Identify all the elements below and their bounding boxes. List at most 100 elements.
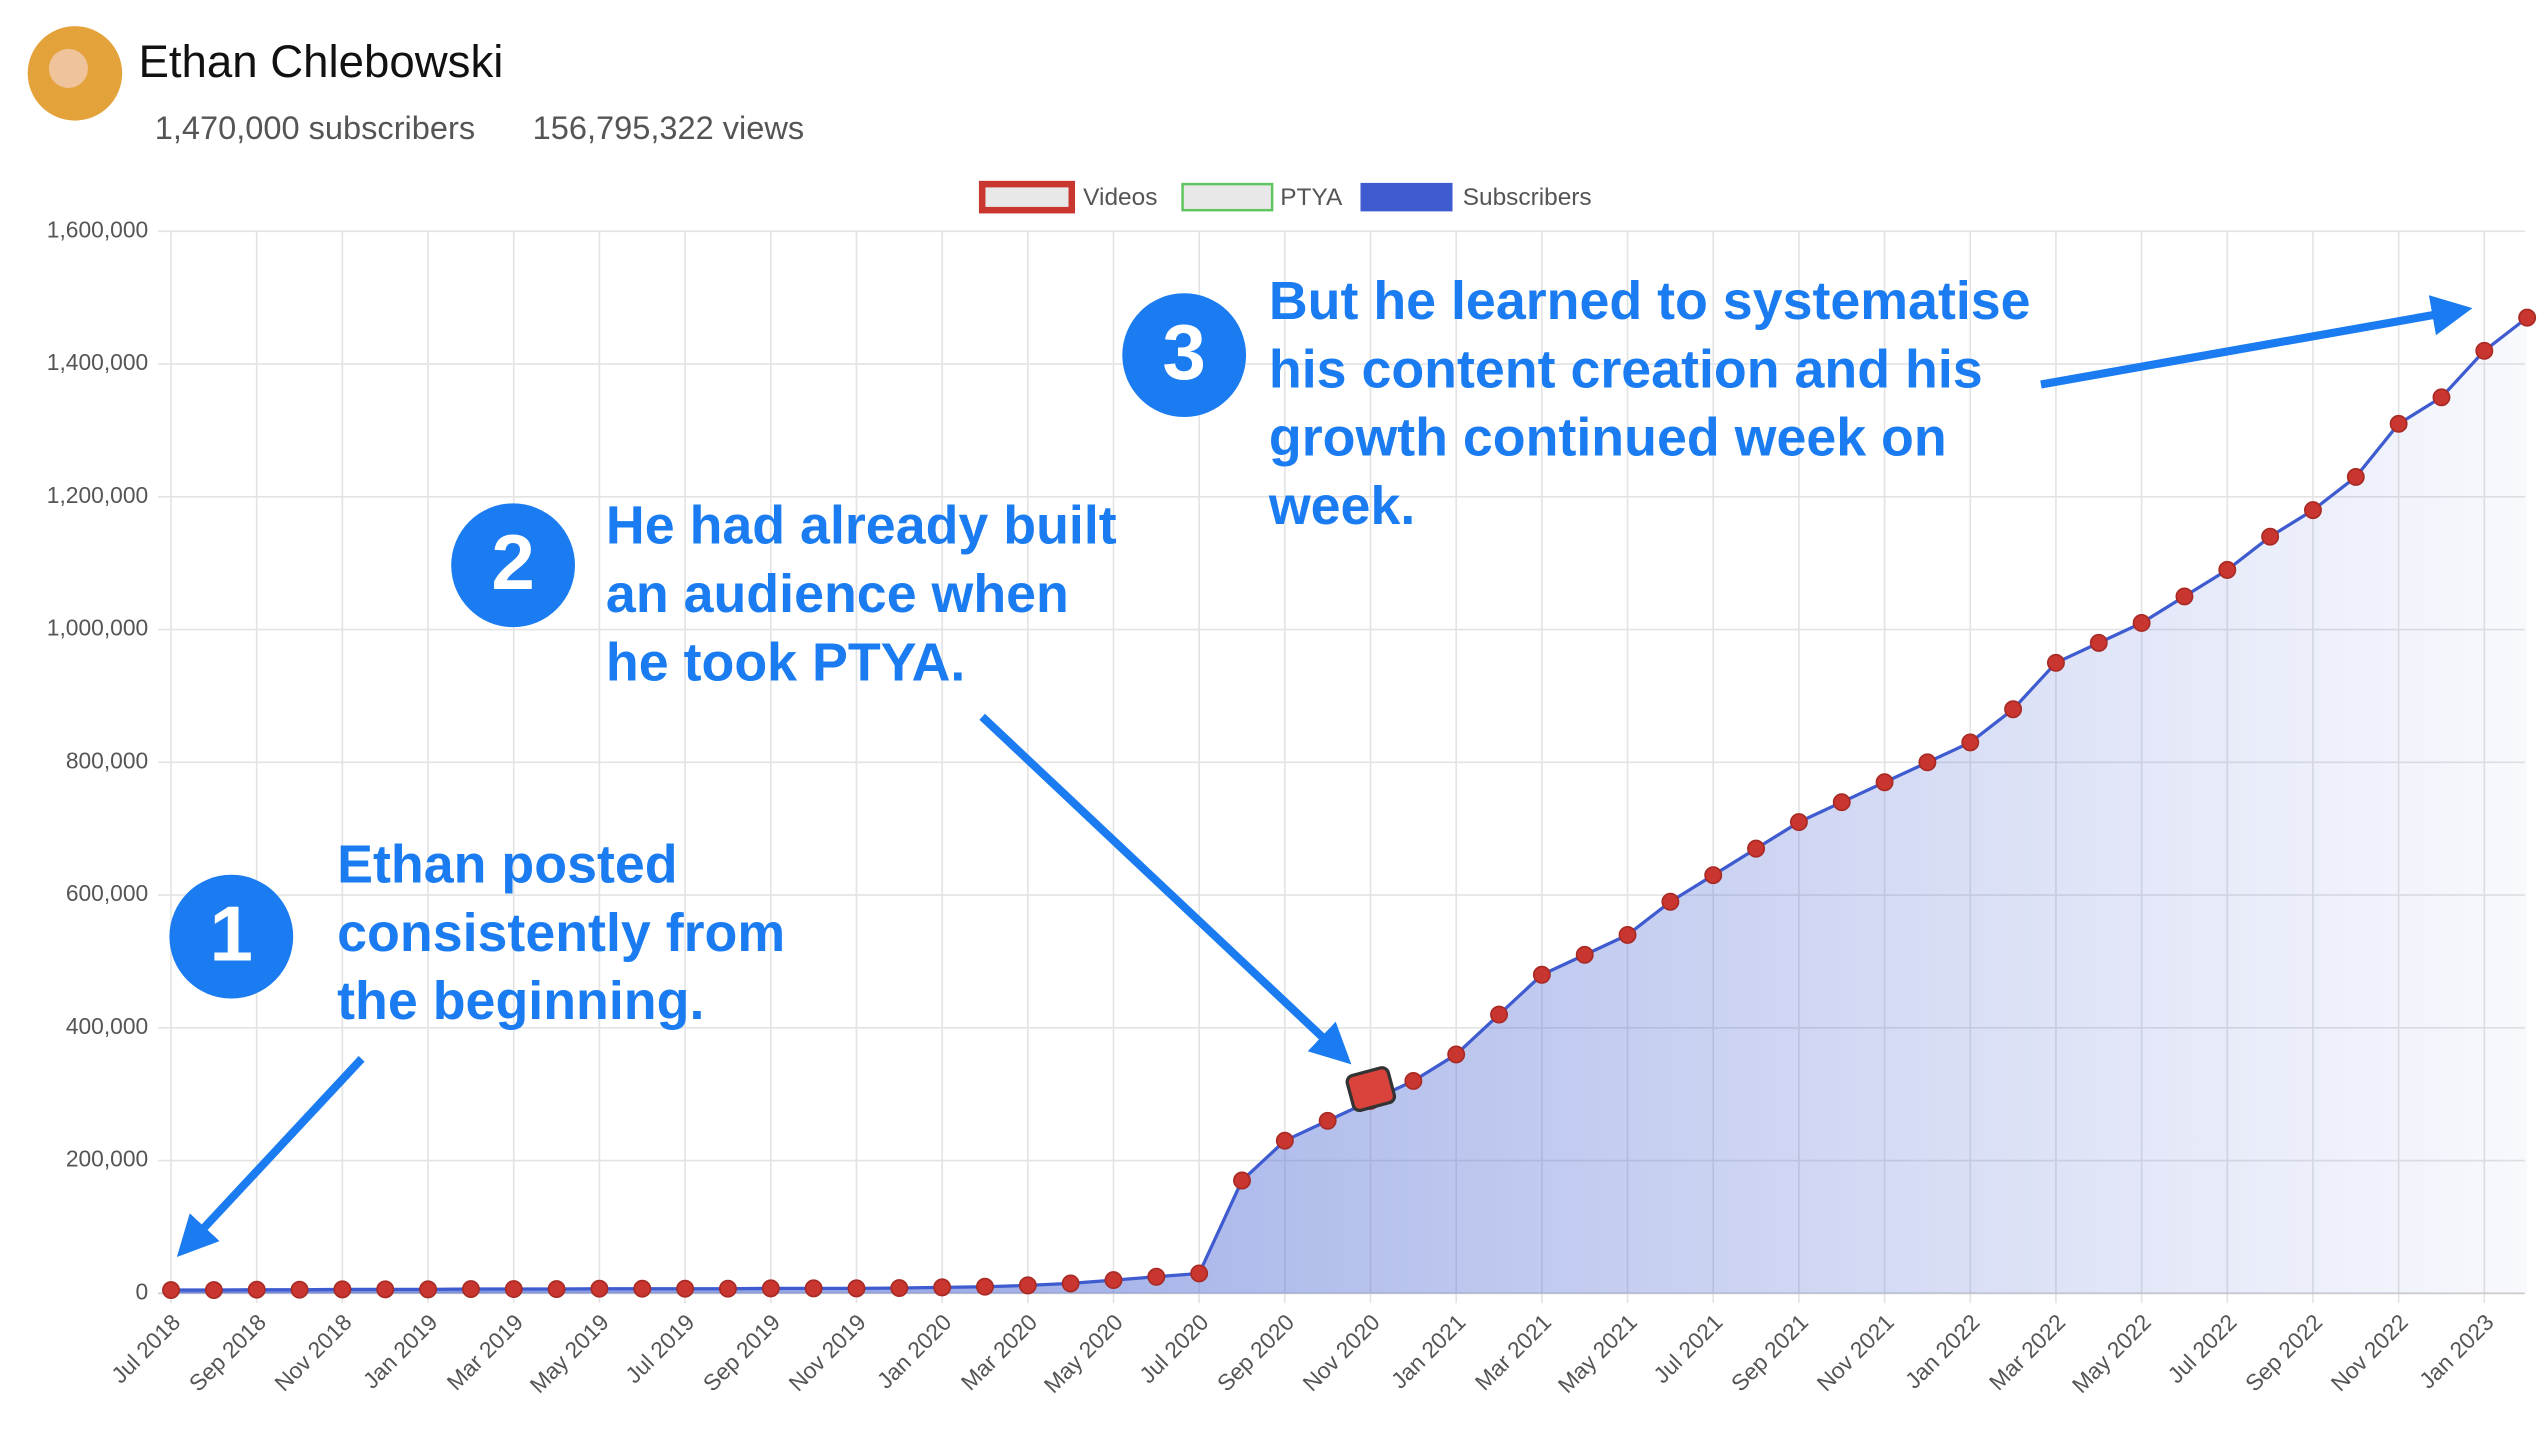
x-tick-label: May 2022 — [2067, 1309, 2156, 1398]
annotation-badge — [1122, 293, 1247, 418]
x-tick-label: May 2020 — [1039, 1309, 1128, 1398]
annotation-arrow — [2040, 295, 2473, 389]
x-tick-label: Mar 2022 — [1984, 1309, 2070, 1395]
legend-label[interactable]: PTYA — [1280, 184, 1343, 211]
x-tick-label: Jan 2023 — [2414, 1309, 2499, 1394]
video-marker — [419, 1280, 438, 1299]
annotation-number: 3 — [1162, 308, 1205, 396]
video-marker — [1190, 1264, 1209, 1283]
annotation-badge — [451, 503, 575, 628]
legend-swatch — [1360, 182, 1453, 212]
video-marker — [1104, 1271, 1123, 1290]
ptya-marker — [1345, 1066, 1397, 1113]
x-tick-label: Sep 2020 — [1212, 1309, 1299, 1396]
x-tick-label: Jul 2019 — [620, 1309, 699, 1388]
video-marker — [1575, 945, 1594, 964]
y-tick-label: 1,400,000 — [47, 349, 148, 375]
annotation-text: his content creation and his — [1269, 339, 1983, 399]
video-marker — [2304, 501, 2322, 520]
video-marker — [1532, 965, 1551, 984]
video-marker — [761, 1279, 780, 1298]
video-marker — [890, 1279, 909, 1298]
video-marker — [2261, 527, 2280, 546]
video-marker — [1318, 1111, 1337, 1130]
x-tick-label: Nov 2019 — [783, 1309, 870, 1396]
video-marker — [333, 1280, 352, 1299]
video-marker — [1704, 866, 1723, 885]
x-tick-label: Mar 2021 — [1470, 1309, 1556, 1395]
x-tick-label: May 2019 — [525, 1309, 614, 1398]
video-marker — [1875, 773, 1894, 792]
annotation-text: consistently from — [337, 903, 785, 963]
video-marker — [1061, 1274, 1080, 1293]
legend-swatch — [978, 180, 1076, 214]
subscriber-count: 1,470,000 subscribers — [155, 110, 475, 146]
video-marker — [2218, 560, 2237, 579]
video-marker — [2089, 633, 2108, 652]
x-tick-label: Jan 2022 — [1900, 1309, 1985, 1394]
video-marker — [804, 1279, 823, 1298]
x-tick-label: Sep 2019 — [698, 1309, 785, 1396]
video-marker — [976, 1277, 994, 1296]
annotation-text: growth continued week on — [1269, 408, 1947, 468]
video-marker — [1490, 1005, 1508, 1024]
x-tick-label: Nov 2022 — [2326, 1309, 2413, 1396]
x-tick-label: Nov 2021 — [1811, 1309, 1898, 1396]
x-tick-label: Sep 2018 — [184, 1309, 271, 1396]
annotation-badge — [169, 874, 294, 999]
y-tick-label: 1,200,000 — [47, 482, 148, 508]
x-tick-label: Jul 2018 — [106, 1309, 185, 1388]
x-tick-label: Jul 2021 — [1648, 1309, 1727, 1388]
video-marker — [2046, 653, 2065, 672]
annotation-text: Ethan posted — [337, 834, 677, 894]
video-marker — [2518, 308, 2537, 327]
x-tick-label: Jul 2022 — [2162, 1309, 2241, 1388]
x-tick-label: Nov 2020 — [1297, 1309, 1384, 1396]
annotation-number: 1 — [210, 890, 253, 978]
video-marker — [1961, 733, 1980, 752]
y-tick-label: 800,000 — [66, 747, 148, 773]
x-tick-label: Nov 2018 — [269, 1309, 356, 1396]
video-marker — [1661, 892, 1680, 911]
video-marker — [1789, 813, 1808, 832]
video-marker — [547, 1280, 566, 1298]
video-marker — [1447, 1045, 1466, 1064]
annotation-arrow — [176, 1056, 365, 1257]
annotation-number: 2 — [491, 518, 534, 606]
annotation-arrow — [979, 713, 1352, 1065]
annotation-text: an audience when — [606, 564, 1069, 624]
x-tick-label: Jul 2020 — [1134, 1309, 1213, 1388]
video-marker — [1018, 1276, 1037, 1295]
video-marker — [933, 1278, 952, 1297]
annotation-text: But he learned to systematise — [1269, 271, 2031, 331]
x-tick-label: Mar 2019 — [442, 1309, 528, 1395]
x-tick-label: Sep 2021 — [1726, 1309, 1813, 1396]
video-marker — [2175, 587, 2194, 606]
video-marker — [2346, 467, 2365, 486]
video-marker — [376, 1280, 395, 1299]
avatar-face — [48, 48, 88, 89]
video-marker — [461, 1280, 480, 1298]
x-tick-label: Sep 2022 — [2240, 1309, 2327, 1396]
video-marker — [2389, 414, 2408, 433]
video-marker — [590, 1279, 609, 1298]
legend-label[interactable]: Subscribers — [1463, 184, 1592, 211]
x-tick-label: Mar 2020 — [956, 1309, 1042, 1395]
annotation-text: He had already built — [606, 496, 1117, 556]
legend-label[interactable]: Videos — [1083, 184, 1157, 211]
channel-name[interactable]: Ethan Chlebowski — [138, 36, 503, 87]
video-marker — [247, 1280, 266, 1299]
video-marker — [2432, 388, 2451, 407]
x-tick-label: May 2021 — [1553, 1309, 1642, 1398]
y-tick-label: 200,000 — [66, 1146, 148, 1172]
y-tick-label: 600,000 — [66, 880, 148, 906]
video-marker — [847, 1279, 866, 1298]
video-marker — [2132, 614, 2151, 632]
video-marker — [633, 1279, 652, 1298]
video-marker — [1275, 1131, 1294, 1150]
video-marker — [1618, 925, 1637, 944]
video-marker — [1918, 753, 1937, 772]
video-marker — [504, 1280, 523, 1298]
y-tick-label: 1,000,000 — [47, 615, 148, 641]
